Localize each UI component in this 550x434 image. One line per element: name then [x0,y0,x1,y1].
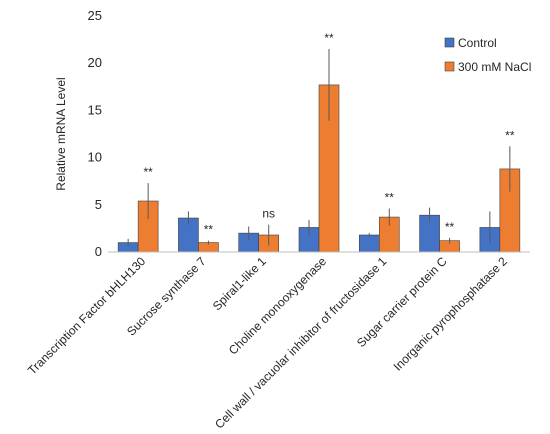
legend-label: Control [458,36,497,50]
legend: Control 300 mM NaCl [444,36,531,74]
legend-swatch-control [444,37,455,48]
significance-labels: ** ** ns ** ** ** ** [143,31,514,237]
bar-control [358,234,380,253]
category-label: Inorganic pyrophosphatase 2 [391,254,511,374]
significance-label: ** [385,191,395,205]
category-label: Transcription Factor bHLH130 [25,254,148,377]
y-tick-label: 0 [95,244,102,259]
legend-label: 300 mM NaCl [458,60,531,74]
category-label: Choline monooxygenase [226,254,330,358]
significance-label: ** [143,165,153,179]
y-axis-ticks: 0 5 10 15 20 25 [88,8,102,259]
y-tick-label: 15 [88,102,102,117]
y-tick-label: 5 [95,197,102,212]
y-tick-label: 20 [88,55,102,70]
y-tick-label: 10 [88,150,102,165]
significance-label: ** [204,223,214,237]
category-label: Spiral1-like 1 [210,254,269,313]
bars [117,84,521,253]
error-bars [127,49,511,247]
legend-swatch-nacl [444,61,455,72]
significance-label: ** [324,31,334,45]
y-tick-label: 25 [88,8,102,23]
significance-label: ns [262,207,275,221]
significance-label: ** [505,128,515,142]
y-axis-title: Relative mRNA Level [54,77,68,190]
significance-label: ** [445,220,455,234]
